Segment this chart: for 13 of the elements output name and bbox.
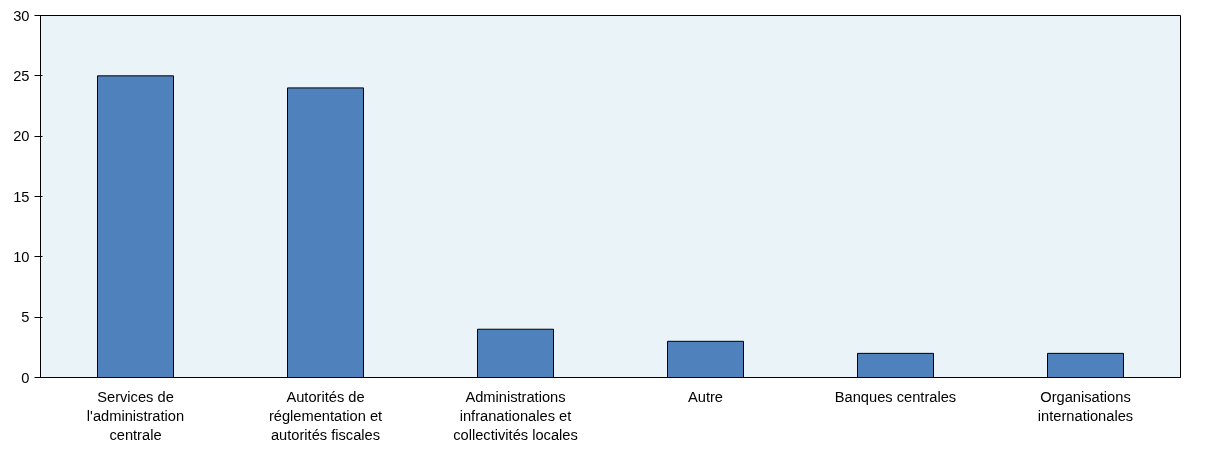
x-tick-label: Autorités de réglementation et autorités fiscales	[268, 388, 383, 443]
y-tick-label: 5	[21, 309, 30, 326]
y-tick-label: 25	[13, 67, 30, 84]
y-tick-label: 15	[13, 188, 30, 205]
y-tick-label: 10	[13, 248, 30, 265]
y-tick-label: 20	[13, 128, 30, 145]
x-tick-label: Banques centrales	[834, 388, 957, 405]
x-tick-label: Organisations internationales	[1037, 388, 1134, 424]
x-tick-label: Services de l'administration centrale	[86, 388, 185, 443]
y-tick-label: 30	[13, 7, 30, 24]
x-tick-label: Administrations infranationales et collectivités locales	[453, 388, 578, 443]
x-tick-label: Autre	[687, 388, 724, 405]
y-tick-label: 0	[21, 369, 30, 386]
